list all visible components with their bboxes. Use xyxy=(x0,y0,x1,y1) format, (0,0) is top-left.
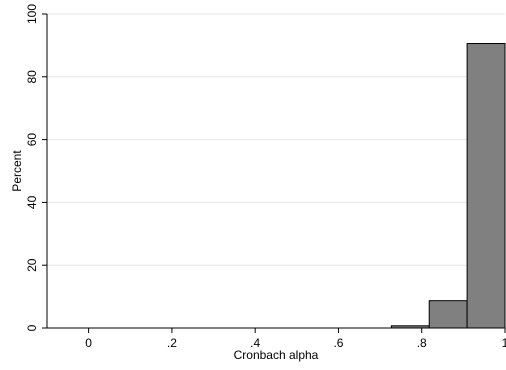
grid-layer xyxy=(47,13,505,266)
ticks-layer: 0 20 40 60 80 100 0 .2 .4 .6 .8 1 xyxy=(25,4,506,350)
y-tick-label: 40 xyxy=(25,195,39,209)
histogram-bar xyxy=(466,43,506,329)
y-tick-label: 100 xyxy=(25,4,39,24)
y-tick-label: 20 xyxy=(25,258,39,272)
x-tick-label: 1 xyxy=(502,336,506,350)
axes-layer xyxy=(46,14,505,329)
x-tick-label: .8 xyxy=(417,336,427,350)
bars-layer xyxy=(390,43,506,329)
histogram-bar xyxy=(428,300,468,329)
x-tick-label: .4 xyxy=(250,336,260,350)
x-tick-label: .2 xyxy=(167,336,177,350)
x-tick-label: 0 xyxy=(85,336,92,350)
y-axis-title: Percent xyxy=(10,150,24,192)
x-tick-label: .6 xyxy=(333,336,343,350)
y-tick-label: 0 xyxy=(25,324,39,331)
y-tick-label: 60 xyxy=(25,133,39,147)
y-tick-label: 80 xyxy=(25,70,39,84)
x-axis-title: Cronbach alpha xyxy=(234,348,319,362)
